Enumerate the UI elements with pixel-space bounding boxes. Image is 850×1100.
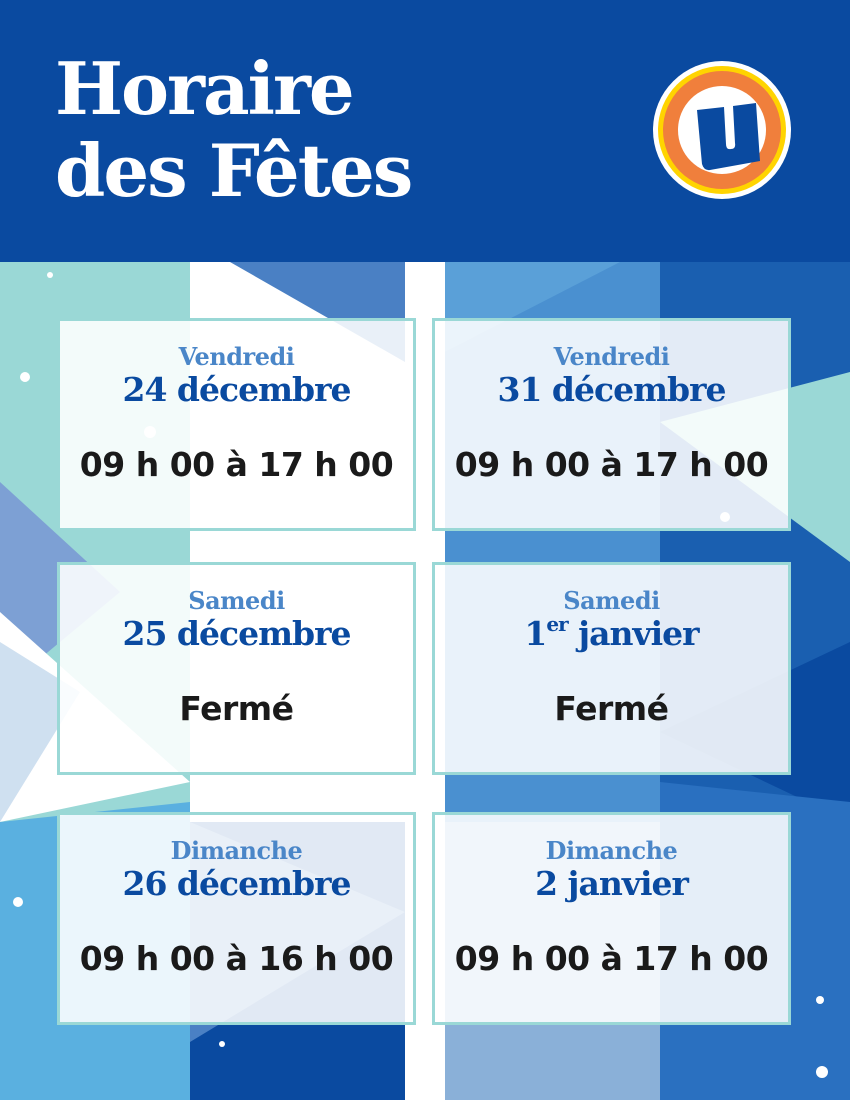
schedule-card: Dimanche 26 décembre 09 h 00 à 16 h 00 <box>57 812 416 1025</box>
schedule-card: Vendredi 24 décembre 09 h 00 à 17 h 00 <box>57 318 416 531</box>
schedule-card: Samedi 25 décembre Fermé <box>57 562 416 775</box>
schedule-card: Samedi 1er janvier Fermé <box>432 562 791 775</box>
header: Horaire des Fêtes <box>0 0 850 262</box>
u-logo <box>653 61 791 199</box>
date: 1er janvier <box>524 612 699 653</box>
schedule-card: Vendredi 31 décembre 09 h 00 à 17 h 00 <box>432 318 791 531</box>
page-title: Horaire des Fêtes <box>55 46 413 213</box>
schedule-card: Dimanche 2 janvier 09 h 00 à 17 h 00 <box>432 812 791 1025</box>
